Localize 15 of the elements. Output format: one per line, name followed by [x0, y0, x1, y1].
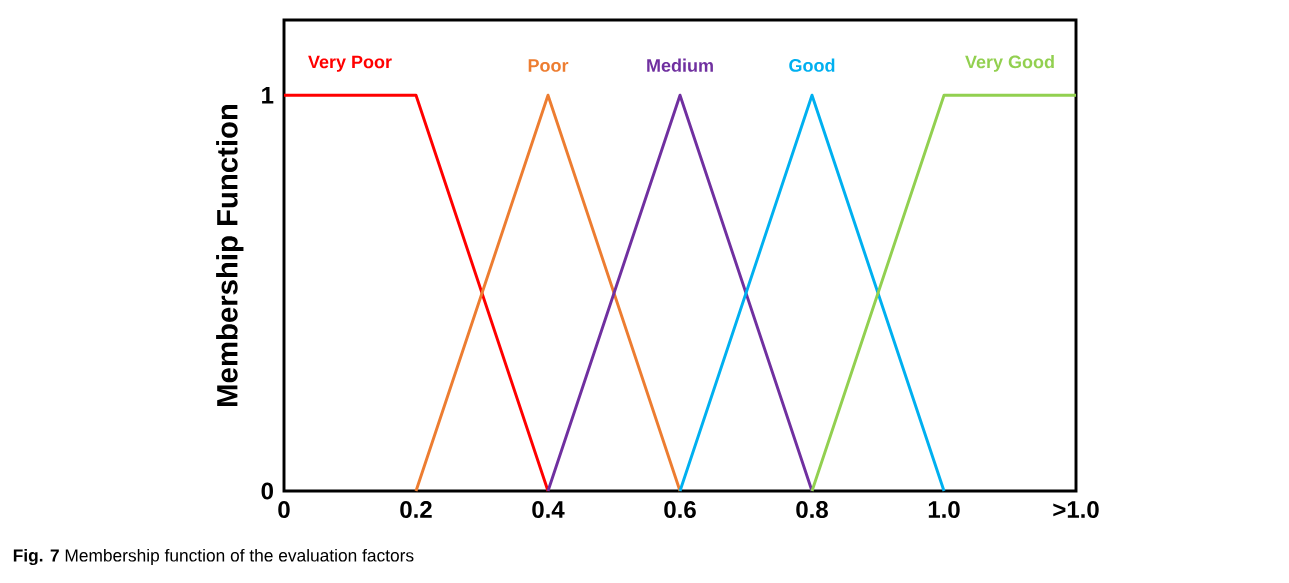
y-tick-label: 1 [262, 86, 274, 104]
x-tick-label: 0.6 [664, 501, 696, 519]
series-label: Very Good [965, 55, 1054, 72]
x-tick-label: 0.2 [400, 501, 432, 519]
x-tick-label: >1.0 [1053, 501, 1099, 519]
x-tick-label: 0.8 [796, 501, 828, 519]
series-label: Poor [528, 59, 569, 72]
series-label: Very Poor [308, 55, 392, 72]
y-axis-title: Membership Function [216, 104, 244, 406]
text: Fig. 7 Membership function of the evaluation factors [13, 548, 414, 566]
x-tick-label: 0.4 [532, 501, 565, 519]
series-label: Medium [647, 58, 713, 72]
series-label: Good [789, 58, 835, 72]
x-tick-label: 1.0 [928, 501, 960, 519]
x-tick-label: 0 [278, 501, 290, 519]
